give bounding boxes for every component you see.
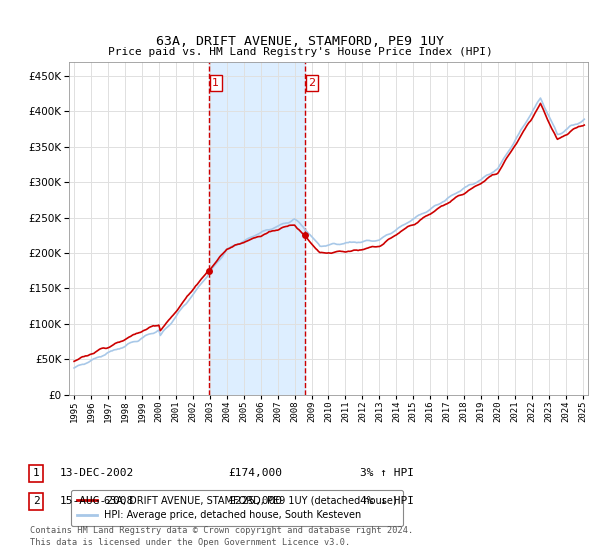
Text: Contains HM Land Registry data © Crown copyright and database right 2024.: Contains HM Land Registry data © Crown c… [30,526,413,535]
Text: £225,000: £225,000 [228,496,282,506]
Text: This data is licensed under the Open Government Licence v3.0.: This data is licensed under the Open Gov… [30,538,350,547]
Text: 2: 2 [308,78,316,88]
Text: 63A, DRIFT AVENUE, STAMFORD, PE9 1UY: 63A, DRIFT AVENUE, STAMFORD, PE9 1UY [156,35,444,48]
Text: 13-DEC-2002: 13-DEC-2002 [60,468,134,478]
Text: 2: 2 [32,496,40,506]
Text: 3% ↑ HPI: 3% ↑ HPI [360,468,414,478]
Bar [209,62,305,395]
Legend: 63A, DRIFT AVENUE, STAMFORD, PE9 1UY (detached house), HPI: Average price, detac: 63A, DRIFT AVENUE, STAMFORD, PE9 1UY (de… [71,489,403,526]
Text: £174,000: £174,000 [228,468,282,478]
Text: 4% ↓ HPI: 4% ↓ HPI [360,496,414,506]
Text: Price paid vs. HM Land Registry's House Price Index (HPI): Price paid vs. HM Land Registry's House … [107,47,493,57]
Text: 1: 1 [32,468,40,478]
Text: 15-AUG-2008: 15-AUG-2008 [60,496,134,506]
Text: 1: 1 [212,78,220,88]
